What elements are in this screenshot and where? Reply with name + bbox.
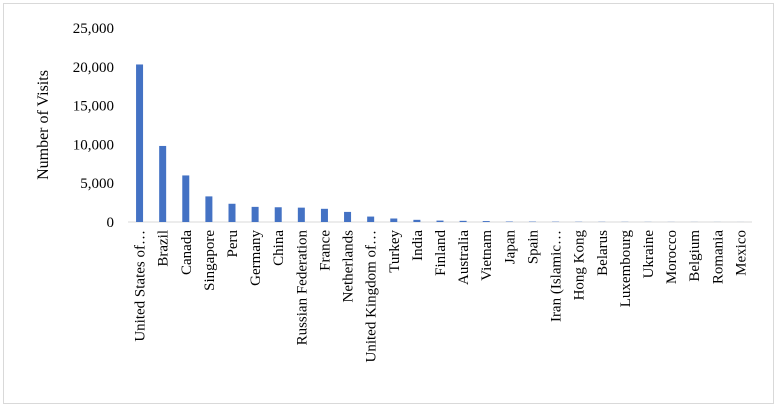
y-axis-title: Number of Visits	[35, 70, 52, 180]
bar	[159, 145, 167, 222]
bar	[459, 220, 467, 222]
x-tick-label: Singapore	[202, 230, 218, 291]
bar	[344, 211, 352, 222]
x-tick-label: Romania	[710, 230, 726, 284]
x-tick-label: Morocco	[664, 230, 680, 284]
bar	[413, 219, 421, 222]
x-tick-label: Germany	[248, 230, 264, 286]
bar	[228, 203, 236, 222]
x-tick-label: France	[317, 230, 333, 271]
x-tick-label: Hong Kong	[572, 230, 588, 301]
x-tick-label: Netherlands	[341, 230, 357, 303]
x-tick-label: Turkey	[387, 230, 403, 273]
x-tick-label: Belgium	[687, 230, 703, 282]
x-tick-label: United States of…	[133, 230, 149, 342]
bar	[320, 208, 328, 222]
chart-frame	[3, 3, 774, 404]
x-tick-label: Ukraine	[641, 230, 657, 279]
bar	[274, 207, 282, 222]
x-tick-label: Mexico	[733, 230, 749, 276]
y-tick-label: 20,000	[73, 60, 114, 76]
bar	[390, 218, 398, 222]
bar	[436, 220, 444, 222]
x-tick-label: Iran (Islamic…	[549, 230, 565, 322]
bar	[205, 196, 213, 222]
x-tick-label: Canada	[179, 230, 195, 275]
y-tick-label: 15,000	[73, 99, 114, 115]
y-tick-label: 10,000	[73, 137, 114, 153]
bar	[482, 221, 490, 222]
bar	[367, 216, 375, 222]
y-tick-label: 25,000	[73, 21, 114, 37]
x-tick-label: United Kingdom of…	[364, 230, 380, 363]
x-tick-label: Belarus	[595, 230, 611, 276]
x-tick-label: China	[271, 230, 287, 266]
bar	[251, 206, 259, 222]
bar	[297, 207, 305, 222]
x-tick-label: Peru	[225, 230, 241, 258]
x-tick-label: Russian Federation	[294, 230, 310, 346]
bar	[136, 64, 144, 222]
x-tick-label: Japan	[502, 230, 518, 265]
x-tick-label: Finland	[433, 230, 449, 276]
x-tick-label: Brazil	[156, 230, 172, 267]
y-tick-label: 5,000	[80, 176, 114, 192]
x-tick-label: Vietnam	[479, 230, 495, 281]
x-tick-label: India	[410, 230, 426, 261]
y-tick-label: 0	[107, 215, 115, 231]
bar	[182, 175, 190, 222]
x-tick-label: Luxembourg	[618, 230, 634, 308]
x-tick-label: Australia	[456, 230, 472, 285]
x-tick-label: Spain	[525, 230, 541, 265]
